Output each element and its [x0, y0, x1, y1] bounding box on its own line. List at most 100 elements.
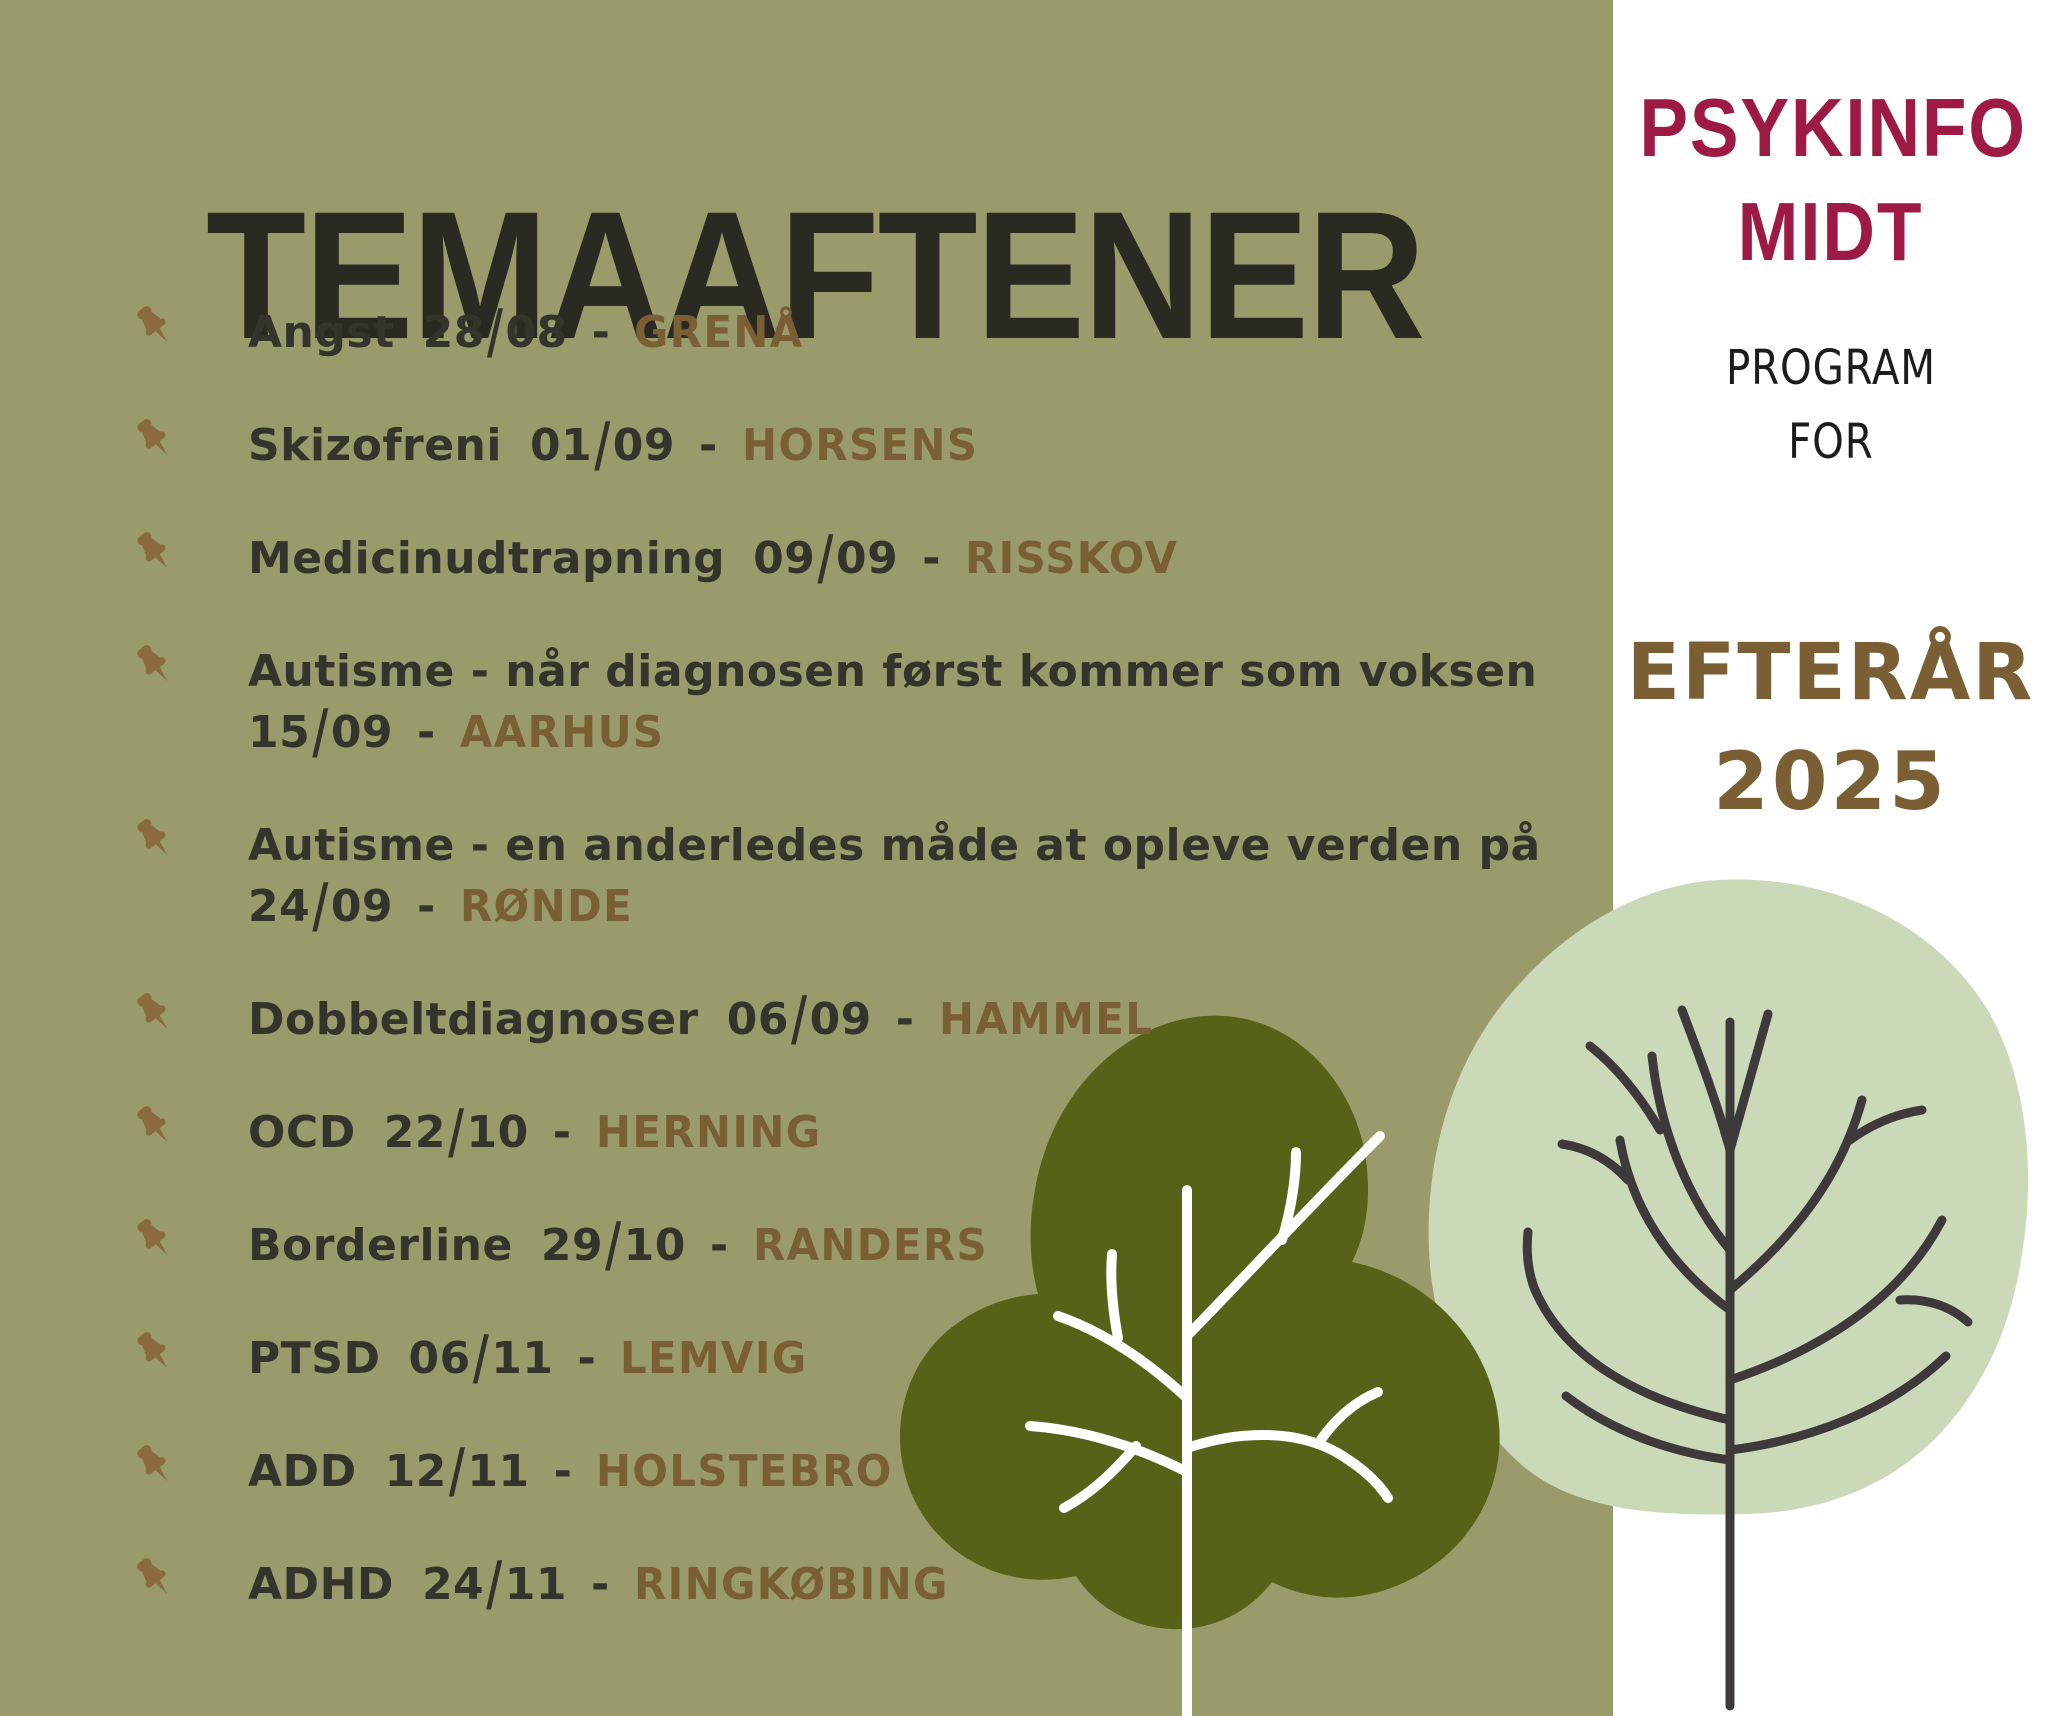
event-text: ADHD 24/11- RINGKØBING — [248, 1550, 965, 1619]
event-text: Autisme - når diagnosen først kommer som… — [248, 641, 1537, 767]
event-line: Skizofreni 01/09- HORSENS — [248, 411, 991, 480]
season-year: 2025 — [1713, 735, 1948, 828]
event-date: 28/08 — [422, 298, 568, 367]
event-date: 15/09 — [248, 698, 394, 767]
pushpin-icon — [137, 532, 168, 569]
event-line-1: Autisme - når diagnosen først kommer som… — [248, 641, 1537, 702]
program-label-block: PROGRAM FOR — [1613, 331, 2048, 479]
event-location: LEMVIG — [620, 1333, 808, 1384]
pushpin-icon — [137, 306, 168, 343]
event-list: Angst 28/08- GRENÅ Skizofreni 01/09- HORSENS M… — [127, 298, 1597, 1619]
event-separator: - — [709, 1220, 729, 1271]
event-row: Skizofreni 01/09- HORSENS — [127, 411, 1597, 480]
event-row: Angst 28/08- GRENÅ — [127, 298, 1597, 367]
event-separator: - — [417, 707, 436, 758]
event-line: Borderline 29/10- RANDERS — [248, 1211, 1000, 1280]
event-date: 22/10 — [383, 1098, 529, 1167]
event-text: Autisme - en anderledes måde at opleve v… — [248, 815, 1541, 941]
event-location: HOLSTEBRO — [596, 1446, 894, 1497]
pushpin-icon — [137, 1219, 168, 1256]
event-row: ADHD 24/11- RINGKØBING — [127, 1550, 1597, 1619]
event-line-2: 24/09- RØNDE — [248, 872, 1541, 941]
event-location: RANDERS — [752, 1220, 988, 1271]
pushpin-icon — [137, 1332, 168, 1369]
event-line: Dobbeltdiagnoser 06/09- HAMMEL — [248, 985, 1164, 1054]
brand-block: PSYKINFO MIDT — [1613, 76, 2048, 284]
event-line: Angst 28/08- GRENÅ — [248, 298, 813, 367]
season-label: EFTERÅR — [1626, 628, 2035, 718]
pushpin-icon — [137, 1106, 168, 1143]
event-location: HORSENS — [741, 420, 979, 471]
event-date: 06/09 — [726, 985, 872, 1054]
event-location: HERNING — [595, 1107, 822, 1158]
event-topic: PTSD — [248, 1333, 381, 1384]
program-text: PROGRAM — [1725, 340, 1936, 396]
event-date: 24/09 — [248, 872, 394, 941]
event-text: Dobbeltdiagnoser 06/09- HAMMEL — [248, 985, 1164, 1054]
event-date: 01/09 — [529, 411, 676, 480]
event-topic: Skizofreni — [248, 420, 502, 471]
event-row: Borderline 29/10- RANDERS — [127, 1211, 1597, 1280]
event-separator: - — [417, 881, 436, 932]
event-row: Autisme - en anderledes måde at opleve v… — [127, 815, 1597, 941]
event-text: Medicinudtrapning 09/09- RISSKOV — [248, 524, 1190, 593]
event-date: 29/10 — [540, 1211, 686, 1280]
event-topic: Medicinudtrapning — [248, 533, 726, 584]
pushpin-icon — [137, 645, 168, 682]
event-line: ADHD 24/11- RINGKØBING — [248, 1550, 965, 1619]
event-topic: ADHD — [248, 1559, 394, 1610]
event-topic: OCD — [248, 1107, 356, 1158]
program-for-text: FOR — [1787, 414, 1874, 470]
pushpin-icon — [137, 1558, 168, 1595]
event-date: 09/09 — [753, 524, 899, 593]
event-line-1: Autisme - en anderledes måde at opleve v… — [248, 815, 1541, 876]
event-line: PTSD 06/11- LEMVIG — [248, 1324, 818, 1393]
event-text: OCD 22/10- HERNING — [248, 1098, 833, 1167]
event-date: 06/11 — [408, 1324, 554, 1393]
event-location: RINGKØBING — [633, 1559, 949, 1610]
event-topic: Autisme - en anderledes måde at opleve v… — [248, 820, 1541, 871]
event-line: ADD 12/11- HOLSTEBRO — [248, 1437, 909, 1506]
event-separator: - — [895, 994, 915, 1045]
event-line: Medicinudtrapning 09/09- RISSKOV — [248, 524, 1190, 593]
event-location: HAMMEL — [938, 994, 1153, 1045]
event-row: OCD 22/10- HERNING — [127, 1098, 1597, 1167]
event-text: PTSD 06/11- LEMVIG — [248, 1324, 818, 1393]
event-topic: Angst — [248, 307, 395, 358]
brand-line-1: PSYKINFO — [1613, 76, 2048, 180]
brand-line-2: MIDT — [1613, 180, 2048, 284]
event-separator: - — [552, 1107, 572, 1158]
event-topic: Borderline — [248, 1220, 513, 1271]
event-separator: - — [577, 1333, 597, 1384]
pushpin-icon — [137, 993, 168, 1030]
event-row: Autisme - når diagnosen først kommer som… — [127, 641, 1597, 767]
event-location: RISSKOV — [964, 533, 1179, 584]
event-topic: Dobbeltdiagnoser — [248, 994, 699, 1045]
event-text: ADD 12/11- HOLSTEBRO — [248, 1437, 909, 1506]
event-location: RØNDE — [459, 881, 633, 932]
event-row: ADD 12/11- HOLSTEBRO — [127, 1437, 1597, 1506]
pushpin-icon — [137, 419, 168, 456]
event-separator: - — [590, 1559, 610, 1610]
event-row: Medicinudtrapning 09/09- RISSKOV — [127, 524, 1597, 593]
brand-text-psykinfo: PSYKINFO — [1639, 81, 2027, 174]
event-date: 24/11 — [421, 1550, 567, 1619]
event-row: Dobbeltdiagnoser 06/09- HAMMEL — [127, 985, 1597, 1054]
event-topic: Autisme - når diagnosen først kommer som… — [248, 646, 1538, 697]
event-row: PTSD 06/11- LEMVIG — [127, 1324, 1597, 1393]
program-line-1: PROGRAM — [1613, 331, 2048, 405]
event-location: GRENÅ — [634, 307, 804, 358]
event-line: OCD 22/10- HERNING — [248, 1098, 833, 1167]
event-topic: ADD — [248, 1446, 357, 1497]
event-line-2: 15/09- AARHUS — [248, 698, 1537, 767]
page-title: TEMAAFTENER — [206, 172, 1426, 377]
brand-text-midt: MIDT — [1737, 185, 1924, 278]
event-separator: - — [591, 307, 611, 358]
event-date: 12/11 — [384, 1437, 530, 1506]
event-text: Skizofreni 01/09- HORSENS — [248, 411, 991, 480]
program-line-2: FOR — [1613, 405, 2048, 479]
event-separator: - — [922, 533, 941, 584]
event-separator: - — [553, 1446, 573, 1497]
pushpin-icon — [137, 819, 168, 856]
event-location: AARHUS — [459, 707, 665, 758]
